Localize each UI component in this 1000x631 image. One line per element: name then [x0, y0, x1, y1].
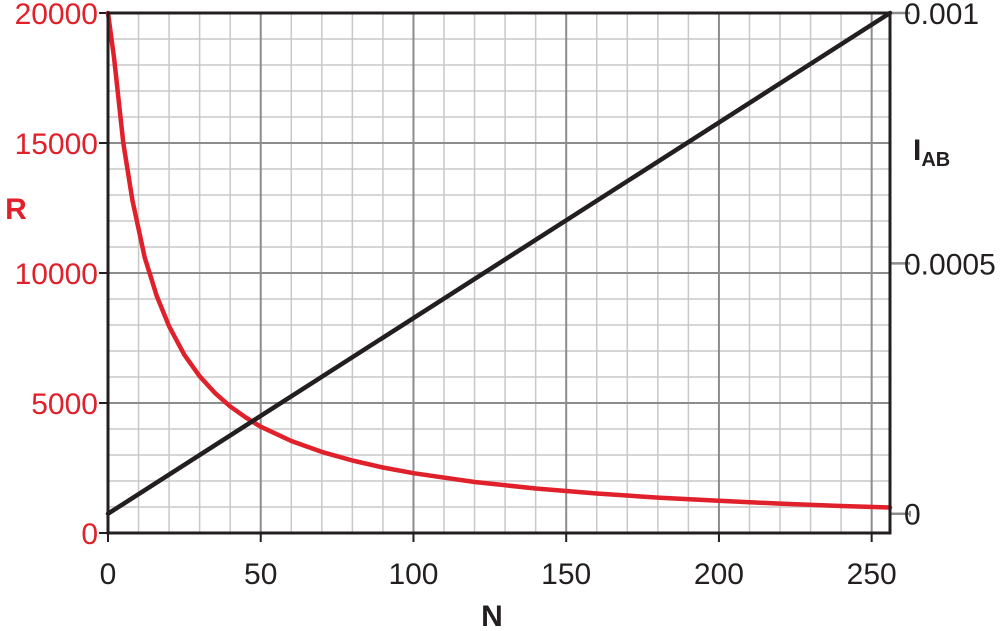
- left-tick-label: 15000: [15, 128, 98, 161]
- tick-marks: [99, 11, 911, 542]
- x-tick-label: 0: [100, 558, 117, 591]
- left-tick-label: 0: [81, 518, 98, 551]
- left-tick-label: 10000: [15, 258, 98, 291]
- series-group: [105, 10, 893, 516]
- right-tick-label: 0: [904, 499, 921, 532]
- left-axis-title: R: [5, 193, 27, 226]
- x-tick-label: 250: [847, 558, 897, 591]
- right-axis-title-main: I: [913, 134, 921, 167]
- x-tick-label: 100: [388, 558, 438, 591]
- plot-frame: [106, 11, 892, 535]
- right-tick-label: 0.001: [904, 0, 979, 31]
- x-tick-label: 50: [244, 558, 277, 591]
- right-axis-title: IAB: [913, 134, 950, 171]
- right-tick-label: 0.0005: [904, 248, 996, 281]
- series-line-r: [105, 10, 893, 510]
- x-tick-label: 200: [694, 558, 744, 591]
- series-line-i-ab: [105, 10, 893, 516]
- grid-major: [108, 13, 890, 533]
- left-tick-label: 20000: [15, 0, 98, 31]
- x-axis-title: N: [481, 600, 503, 631]
- left-tick-label: 5000: [31, 388, 98, 421]
- right-axis-title-sub: AB: [921, 149, 950, 171]
- x-tick-label: 150: [541, 558, 591, 591]
- tick-labels: 0 50 100 150 200 2500500010000150002000000.00…: [15, 0, 996, 591]
